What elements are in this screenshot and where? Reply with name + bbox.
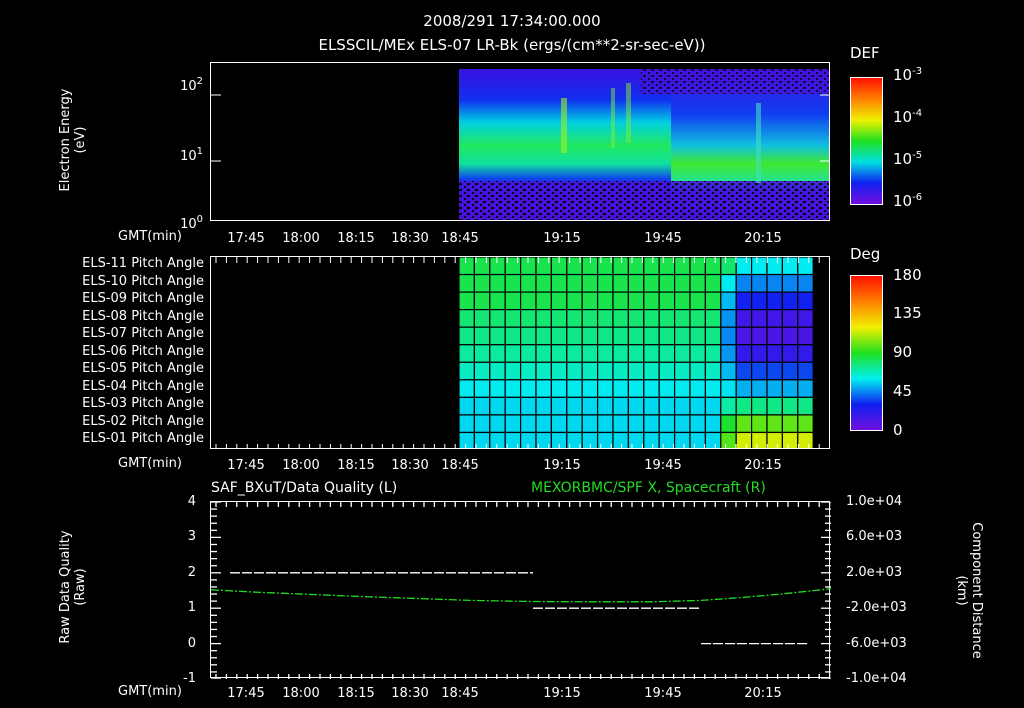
p3-ytick-right: -6.0e+03 bbox=[846, 636, 907, 651]
energy-spectrogram-plot bbox=[210, 62, 830, 221]
panel3-yunit-left-text: (Raw) bbox=[73, 568, 88, 606]
deg-cbar-tick: 45 bbox=[893, 382, 913, 400]
p3-ytick-left: 1 bbox=[187, 600, 196, 615]
p2-xtick: 19:15 bbox=[543, 458, 581, 473]
p2-xtick: 17:45 bbox=[227, 458, 265, 473]
p3-xtick: 20:15 bbox=[744, 686, 782, 701]
p2-xtick: 18:30 bbox=[391, 458, 429, 473]
panel1-ylabel: Electron Energy (eV) bbox=[58, 70, 88, 210]
row-label: ELS-05 Pitch Angle bbox=[82, 361, 204, 376]
pitch-angle-plot bbox=[210, 256, 830, 449]
def-cbar-tick-1e-3: 10-3 bbox=[893, 66, 923, 84]
p3-ytick-left: -1 bbox=[183, 671, 196, 686]
def-cbar-tick-1e-5: 10-5 bbox=[893, 150, 923, 168]
panel3-ylabel-left-text: Raw Data Quality bbox=[58, 530, 73, 644]
p3-ytick-right: -2.0e+03 bbox=[846, 600, 907, 615]
p3-xtick: 18:15 bbox=[337, 686, 375, 701]
p1-xtick: 18:00 bbox=[282, 231, 320, 246]
line-plot-canvas bbox=[211, 502, 831, 679]
panel3-yunit-right-text: (km) bbox=[954, 575, 969, 606]
row-label: ELS-08 Pitch Angle bbox=[82, 308, 204, 324]
p3-xtick: 17:45 bbox=[227, 686, 265, 701]
panel3-title-left: SAF_BXuT/Data Quality (L) bbox=[211, 480, 398, 496]
p3-ytick-left: 4 bbox=[187, 494, 196, 509]
deg-cbar-tick: 180 bbox=[893, 266, 922, 284]
p3-ytick-right: -1.0e+04 bbox=[846, 671, 907, 686]
panel1-ytick-100: 102 bbox=[180, 76, 203, 94]
def-cbar-tick-1e-6: 10-6 bbox=[893, 192, 923, 210]
timestamp-title: 2008/291 17:34:00.000 bbox=[423, 12, 601, 30]
panel1-ytick-10: 101 bbox=[180, 146, 203, 164]
spectrogram-canvas bbox=[211, 69, 829, 220]
panel3-ylabel-right: Component Distance (km) bbox=[954, 503, 984, 678]
p1-xtick: 18:15 bbox=[337, 231, 375, 246]
panel3-ylabel-right-text: Component Distance bbox=[969, 522, 984, 659]
p2-xtick: 18:15 bbox=[337, 458, 375, 473]
panel1-ylabel-text: Electron Energy bbox=[58, 88, 73, 192]
deg-cbar-tick: 90 bbox=[893, 343, 913, 361]
p3-xtick: 19:15 bbox=[543, 686, 581, 701]
p3-xtick: 18:45 bbox=[441, 686, 479, 701]
pitch-angle-row-labels: ELS-11 Pitch Angle ELS-10 Pitch Angle EL… bbox=[40, 257, 204, 450]
p2-xtick: 18:00 bbox=[282, 458, 320, 473]
p1-xtick: 19:45 bbox=[644, 231, 682, 246]
p3-xtick: 19:45 bbox=[644, 686, 682, 701]
pitch-angle-canvas bbox=[215, 257, 820, 448]
def-colorbar-label: DEF bbox=[850, 44, 880, 62]
deg-cbar-tick: 0 bbox=[893, 421, 903, 439]
p3-ytick-left: 3 bbox=[187, 529, 196, 544]
p3-ytick-right: 2.0e+03 bbox=[846, 565, 903, 580]
row-label: ELS-04 Pitch Angle bbox=[82, 378, 204, 394]
p1-xtick: 17:45 bbox=[227, 231, 265, 246]
deg-colorbar-label: Deg bbox=[850, 245, 881, 263]
p2-xtick: 20:15 bbox=[744, 458, 782, 473]
panel1-yunit-text: (eV) bbox=[73, 126, 88, 154]
deg-cbar-tick: 135 bbox=[893, 304, 922, 322]
row-label: ELS-02 Pitch Angle bbox=[82, 413, 204, 429]
p1-xtick: 19:15 bbox=[543, 231, 581, 246]
data-quality-plot bbox=[210, 501, 831, 679]
def-colorbar bbox=[850, 77, 883, 205]
p2-xtick: 19:45 bbox=[644, 458, 682, 473]
row-label: ELS-09 Pitch Angle bbox=[82, 291, 204, 306]
row-label: ELS-11 Pitch Angle bbox=[82, 256, 204, 271]
p3-ytick-right: 1.0e+04 bbox=[846, 494, 903, 509]
p3-xtick: 18:00 bbox=[282, 686, 320, 701]
panel3-ylabel-left: Raw Data Quality (Raw) bbox=[58, 512, 88, 662]
panel2-xlabel: GMT(min) bbox=[118, 456, 182, 471]
panel1-ytick-1: 100 bbox=[180, 214, 203, 232]
p1-xtick: 18:30 bbox=[391, 231, 429, 246]
p3-xtick: 18:30 bbox=[391, 686, 429, 701]
panel1-title: ELSSCIL/MEx ELS-07 LR-Bk (ergs/(cm**2-sr… bbox=[318, 36, 706, 54]
row-label: ELS-01 Pitch Angle bbox=[82, 431, 204, 446]
row-label: ELS-03 Pitch Angle bbox=[82, 396, 204, 411]
p2-xtick: 18:45 bbox=[441, 458, 479, 473]
panel3-xlabel: GMT(min) bbox=[118, 684, 182, 699]
p1-xtick: 18:45 bbox=[441, 231, 479, 246]
p3-ytick-right: 6.0e+03 bbox=[846, 529, 903, 544]
def-cbar-tick-1e-4: 10-4 bbox=[893, 108, 923, 126]
deg-colorbar bbox=[850, 275, 883, 431]
panel3-title-right: MEXORBMC/SPF X, Spacecraft (R) bbox=[531, 480, 766, 496]
row-label: ELS-06 Pitch Angle bbox=[82, 343, 204, 359]
p3-ytick-left: 0 bbox=[187, 636, 196, 651]
p1-xtick: 20:15 bbox=[744, 231, 782, 246]
row-label: ELS-10 Pitch Angle bbox=[82, 273, 204, 289]
p3-ytick-left: 2 bbox=[187, 565, 196, 580]
panel1-xlabel: GMT(min) bbox=[118, 229, 182, 244]
row-label: ELS-07 Pitch Angle bbox=[82, 326, 204, 341]
